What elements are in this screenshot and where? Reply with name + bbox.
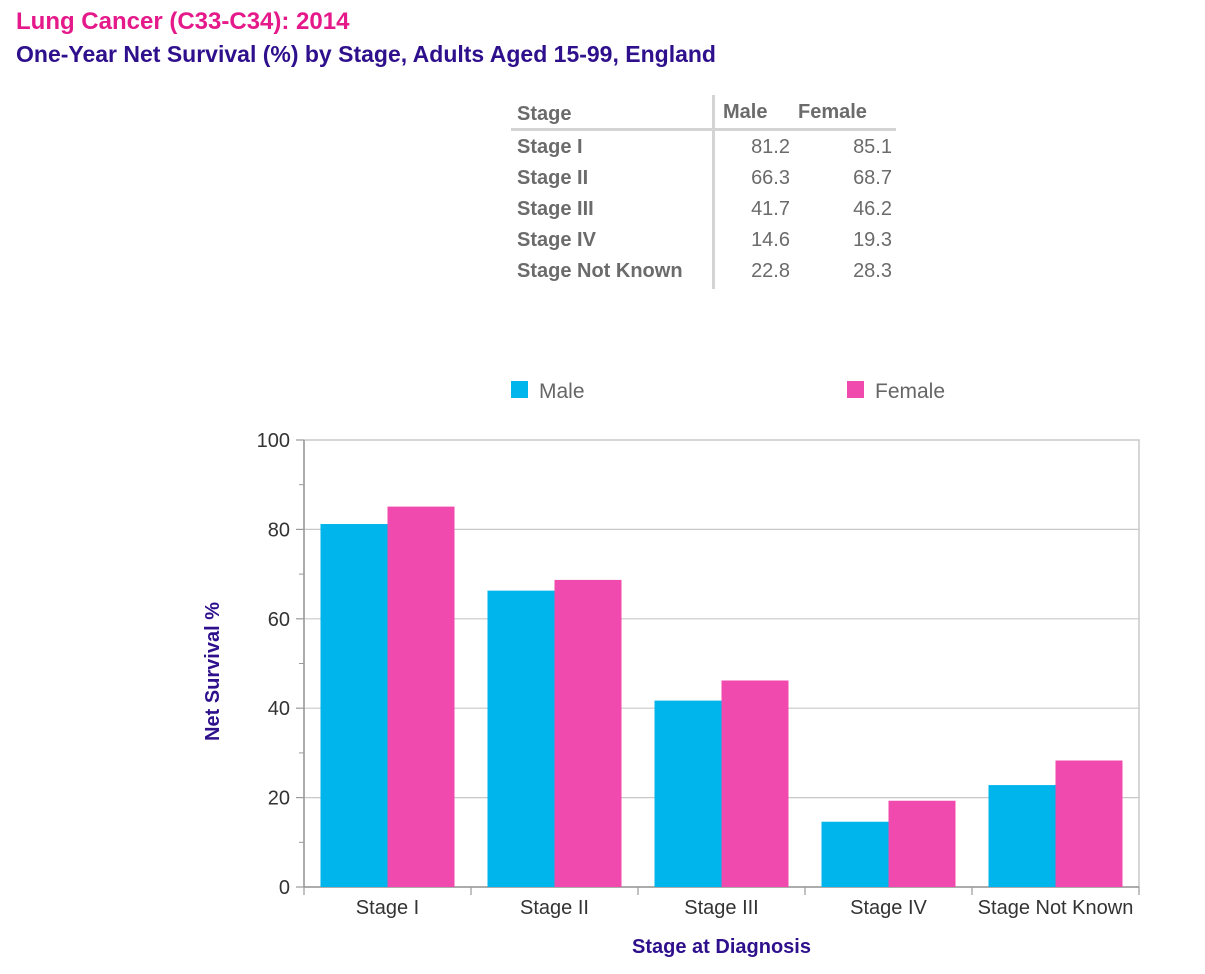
table-cell-female: 28.3 <box>853 260 892 282</box>
table-header-stage: Stage <box>517 103 572 125</box>
x-tick-label: Stage I <box>356 897 419 919</box>
table-cell-male: 41.7 <box>751 198 790 220</box>
table-header-rule <box>511 128 896 131</box>
legend-label-male: Male <box>539 380 585 403</box>
y-tick-label: 60 <box>268 609 290 631</box>
table-row-stage: Stage IV <box>517 229 596 251</box>
y-tick-label: 20 <box>268 788 290 810</box>
legend-swatch-male <box>511 381 528 398</box>
table-header-female: Female <box>798 101 867 123</box>
table-cell-female: 85.1 <box>853 136 892 158</box>
y-tick-label: 0 <box>279 877 290 899</box>
bar-male <box>988 785 1056 887</box>
table-cell-female: 19.3 <box>853 229 892 251</box>
table-row-stage: Stage III <box>517 198 594 220</box>
table-cell-male: 66.3 <box>751 167 790 189</box>
bar-female <box>721 680 789 887</box>
bar-female <box>387 506 455 887</box>
table-cell-female: 68.7 <box>853 167 892 189</box>
legend-label-female: Female <box>875 380 945 403</box>
table-cell-male: 81.2 <box>751 136 790 158</box>
bar-female <box>888 800 956 887</box>
x-tick-label: Stage III <box>684 897 759 919</box>
table-row-stage: Stage Not Known <box>517 260 683 282</box>
y-axis-title: Net Survival % <box>202 602 224 741</box>
x-tick-label: Stage Not Known <box>978 897 1134 919</box>
table-cell-female: 46.2 <box>853 198 892 220</box>
y-tick-label: 40 <box>268 698 290 720</box>
table-header-male: Male <box>723 101 768 123</box>
bar-female <box>554 579 622 887</box>
table-cell-male: 22.8 <box>751 260 790 282</box>
bar-female <box>1055 760 1123 887</box>
x-tick-label: Stage II <box>520 897 589 919</box>
bar-chart: 0 20 40 60 80 100 Stage I Stage II Stage III Stag… <box>202 380 1140 958</box>
data-table: Stage Male Female Stage I 81.2 85.1 Stag… <box>511 95 896 289</box>
table-column-rule <box>712 95 715 289</box>
table-cell-male: 14.6 <box>751 229 790 251</box>
table-row-stage: Stage II <box>517 167 589 189</box>
bar-male <box>654 700 722 887</box>
bar-male <box>487 590 555 887</box>
y-tick-label: 100 <box>257 430 290 452</box>
legend-swatch-female <box>847 381 864 398</box>
table-row-stage: Stage I <box>517 136 583 158</box>
bar-male <box>821 821 889 887</box>
bar-male <box>320 524 388 887</box>
x-axis-title: Stage at Diagnosis <box>632 936 811 958</box>
chart-subtitle: One-Year Net Survival (%) by Stage, Adul… <box>16 41 716 67</box>
x-tick-label: Stage IV <box>850 897 927 919</box>
chart-title: Lung Cancer (C33-C34): 2014 <box>16 8 350 35</box>
y-tick-label: 80 <box>268 519 290 541</box>
